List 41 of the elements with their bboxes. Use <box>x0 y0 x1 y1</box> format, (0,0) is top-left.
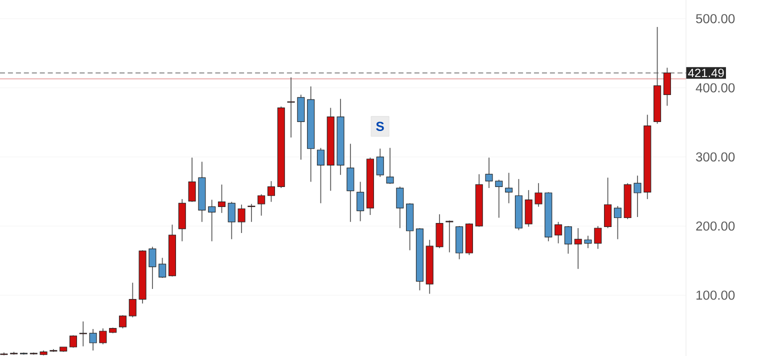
candlestick <box>316 147 324 204</box>
annotation: S <box>376 122 384 131</box>
candlestick <box>663 67 671 106</box>
candlestick <box>346 143 354 222</box>
candlestick <box>228 201 236 240</box>
candlestick <box>188 157 196 202</box>
candlestick <box>564 226 572 254</box>
candlestick <box>208 199 216 242</box>
candlestick <box>376 148 384 178</box>
candlestick <box>505 172 513 204</box>
candlestick <box>118 314 127 329</box>
candlestick <box>158 257 166 278</box>
candlestick <box>248 203 256 222</box>
candlestick <box>386 147 394 184</box>
candlestick <box>356 181 364 222</box>
candlestick <box>614 206 622 240</box>
candlestick <box>396 186 404 229</box>
candlestick <box>604 177 612 229</box>
candlestick <box>436 214 444 249</box>
candlestick <box>99 328 107 345</box>
y-tick-label: 300.00 <box>696 152 735 162</box>
ref-line-label: 421.49 <box>688 68 724 78</box>
candlestick <box>634 175 642 218</box>
candlestick <box>554 221 562 244</box>
y-tick-label: 200.00 <box>696 221 735 231</box>
y-tick-label: 100.00 <box>696 290 735 300</box>
candlestick <box>218 184 226 214</box>
y-tick-label: 500.00 <box>696 14 735 24</box>
candlestick <box>238 204 246 234</box>
candlestick <box>495 179 503 218</box>
candlestick <box>148 246 156 290</box>
candlestick <box>258 194 266 216</box>
candlestick <box>89 328 97 351</box>
candlestick <box>534 182 542 208</box>
candlestick <box>584 235 592 249</box>
y-tick-label: 400.00 <box>696 83 735 92</box>
candlestick <box>485 157 493 188</box>
candlestick <box>574 228 582 270</box>
candlestick <box>128 282 136 318</box>
candlestick <box>267 180 275 202</box>
candlestick <box>594 226 602 250</box>
